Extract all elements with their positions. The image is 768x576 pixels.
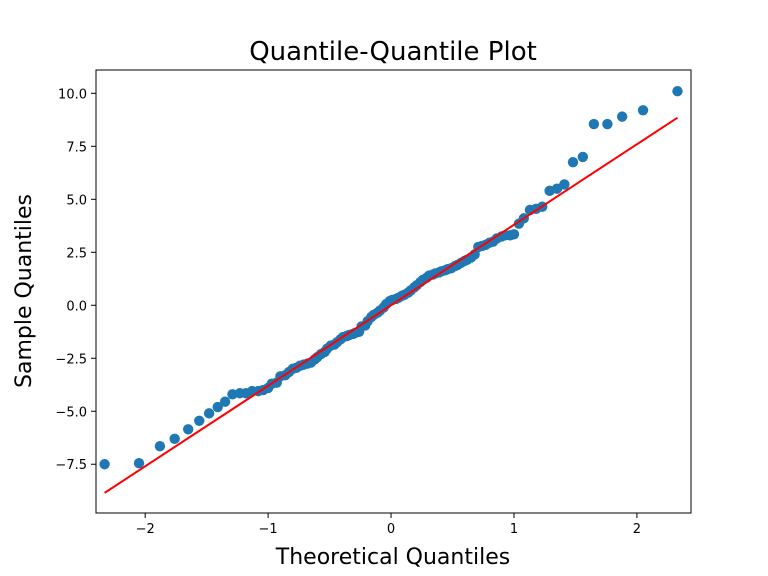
- y-axis-ticks: −7.5 −5.0 −2.5 0.0 2.5 5.0 7.5 10.0: [55, 87, 96, 473]
- data-point: [203, 408, 215, 419]
- data-point: [577, 151, 589, 163]
- reference-line: [104, 116, 679, 494]
- y-tick-label: 0.0: [66, 299, 87, 314]
- data-point: [508, 229, 520, 240]
- y-tick-label: 5.0: [66, 193, 87, 208]
- chart-title: Quantile-Quantile Plot: [249, 37, 537, 67]
- x-tick-label: 0: [387, 522, 395, 537]
- data-point: [559, 179, 570, 190]
- data-point: [212, 401, 223, 413]
- data-point: [169, 433, 180, 445]
- data-point: [567, 157, 579, 168]
- data-point: [602, 118, 613, 130]
- x-tick-label: 2: [633, 522, 641, 537]
- plot-frame: [95, 69, 692, 514]
- data-point: [154, 441, 166, 452]
- data-point: [672, 85, 683, 97]
- scatter-points: [99, 85, 683, 470]
- data-point: [183, 424, 194, 435]
- data-point: [133, 457, 145, 469]
- data-point: [616, 111, 628, 122]
- y-axis-title: Sample Quantiles: [12, 194, 37, 388]
- x-axis-title: Theoretical Quantiles: [275, 545, 510, 570]
- data-point: [99, 459, 110, 470]
- data-point: [194, 415, 205, 426]
- data-point: [637, 105, 649, 116]
- y-tick-label: −7.5: [55, 458, 87, 473]
- data-point: [219, 396, 231, 407]
- x-tick-label: −2: [136, 522, 155, 537]
- y-tick-label: 7.5: [66, 140, 87, 155]
- y-tick-label: 2.5: [66, 246, 87, 261]
- data-point: [588, 118, 600, 130]
- y-tick-label: −2.5: [55, 352, 87, 367]
- reference-line-layer: [104, 116, 679, 494]
- y-tick-label: −5.0: [55, 405, 87, 420]
- x-tick-label: 1: [510, 522, 518, 537]
- y-tick-label: 10.0: [58, 87, 87, 102]
- x-axis-ticks: −2 −1 0 1 2: [136, 513, 641, 537]
- x-tick-label: −1: [259, 522, 278, 537]
